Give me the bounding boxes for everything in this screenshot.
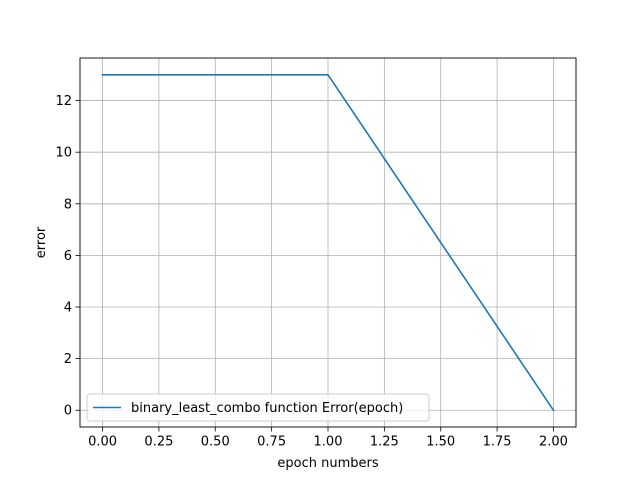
x-axis-label: epoch numbers bbox=[277, 456, 378, 471]
x-tick-label: 1.75 bbox=[483, 435, 512, 450]
x-tick-label: 1.25 bbox=[370, 435, 399, 450]
x-axis: 0.00 0.25 0.50 0.75 1.00 1.25 1.50 1.75 2.00 bbox=[88, 427, 568, 450]
y-tick-label: 4 bbox=[64, 301, 72, 316]
y-axis-label: error bbox=[34, 226, 49, 258]
legend-box bbox=[86, 393, 430, 422]
y-axis: 0 2 4 6 8 10 12 bbox=[55, 94, 80, 419]
y-tick-label: 10 bbox=[55, 146, 72, 161]
x-tick-label: 1.50 bbox=[426, 435, 455, 450]
y-tick-label: 0 bbox=[64, 404, 72, 419]
x-tick-label: 1.00 bbox=[314, 435, 343, 450]
series-layer bbox=[101, 73, 555, 412]
legend-label: binary_least_combo function Error(epoch) bbox=[131, 401, 403, 416]
y-tick-label: 2 bbox=[64, 352, 72, 367]
y-tick-label: 8 bbox=[64, 197, 72, 212]
legend: binary_least_combo function Error(epoch) bbox=[86, 393, 430, 422]
y-tick-label: 12 bbox=[55, 94, 72, 109]
series-line-0 bbox=[101, 73, 555, 412]
x-tick-label: 0.00 bbox=[88, 435, 117, 450]
x-tick-label: 0.25 bbox=[144, 435, 173, 450]
y-tick-label: 6 bbox=[64, 249, 72, 264]
x-tick-label: 0.75 bbox=[257, 435, 286, 450]
x-tick-label: 2.00 bbox=[539, 435, 568, 450]
x-tick-label: 0.50 bbox=[201, 435, 230, 450]
